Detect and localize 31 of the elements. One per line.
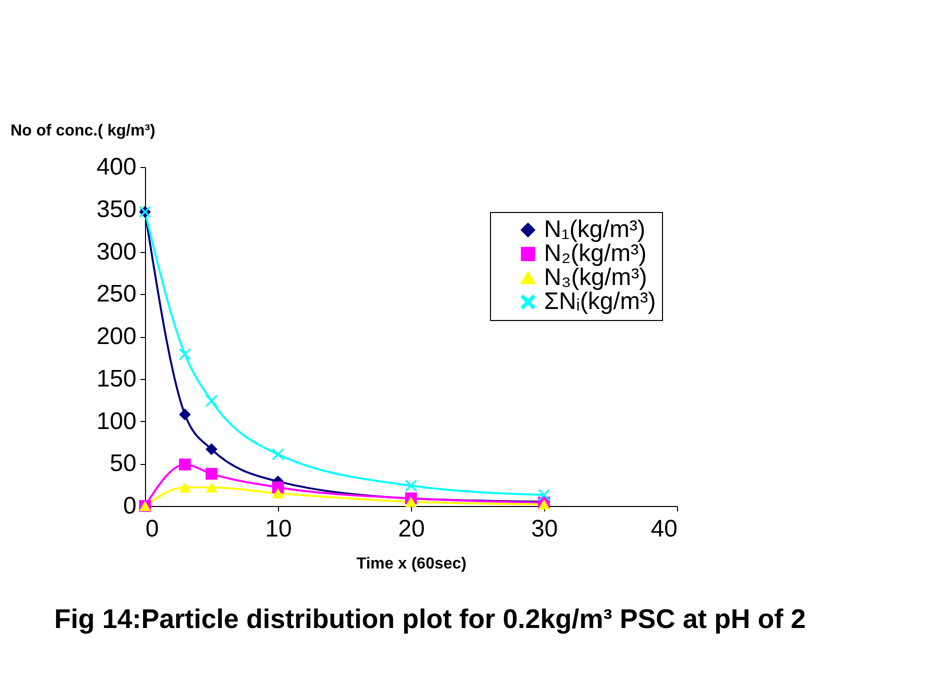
point [405, 480, 417, 492]
point [178, 408, 191, 420]
point [405, 496, 417, 507]
x-tick-label: 0 [146, 516, 159, 542]
point [538, 489, 550, 501]
x-tick-label: 40 [650, 516, 678, 542]
y-tick-label: 200 [96, 323, 136, 350]
x-axis-title: Time x (60sec) [356, 556, 466, 572]
point [206, 394, 218, 407]
y-tick-label: 50 [110, 450, 136, 478]
y-tick-label: 150 [96, 365, 136, 392]
point [178, 348, 191, 360]
point [206, 482, 218, 492]
x-tick-label: 20 [398, 516, 425, 542]
y-tick-label: 100 [96, 408, 136, 435]
point [178, 482, 191, 492]
y-tick-label: 350 [96, 196, 136, 223]
y-tick-label: 0 [123, 492, 136, 520]
point [178, 458, 191, 470]
x-tick-label: 10 [265, 516, 292, 542]
point [206, 443, 218, 456]
legend-label: N₁(kg/m³) [544, 216, 646, 243]
point [206, 468, 218, 480]
text: Fig 14:Particle distribution plot for 0.2kg/m³ PSC at pH of 2 [53, 603, 807, 635]
point [538, 499, 550, 510]
x-tick-label: 30 [531, 516, 558, 542]
point [272, 488, 284, 498]
y-tick-label: 250 [96, 280, 136, 308]
y-axis-title: No of conc.( kg/m³) [10, 122, 156, 140]
y-tick-label: 400 [96, 154, 136, 180]
y-tick-label: 300 [96, 238, 136, 266]
